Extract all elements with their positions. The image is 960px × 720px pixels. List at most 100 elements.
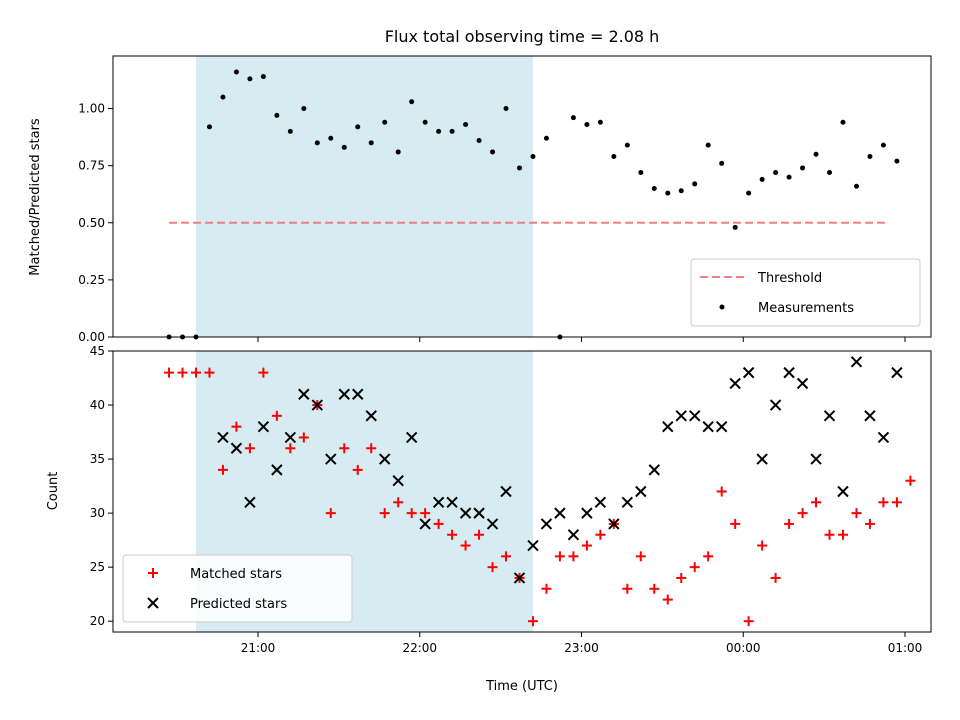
top-y-tick-label: 1.00 <box>78 102 105 116</box>
measurement-point <box>894 158 900 164</box>
measurement-point <box>341 144 347 150</box>
bottom-x-tick-label: 00:00 <box>726 641 761 655</box>
top-legend: Threshold Measurements <box>690 258 921 327</box>
legend-measurements-label: Measurements <box>758 301 854 316</box>
chart-title: Flux total observing time = 2.08 h <box>385 27 660 46</box>
measurement-point <box>840 119 846 125</box>
legend-measurements-swatch <box>719 304 725 310</box>
matched-star-point <box>622 583 633 594</box>
matched-star-point <box>649 583 660 594</box>
measurement-point <box>719 160 725 166</box>
matched-star-point <box>271 410 282 421</box>
matched-star-point <box>811 497 822 508</box>
matched-star-point <box>339 443 350 454</box>
x-axis-title: Time (UTC) <box>485 679 558 694</box>
measurement-point <box>314 140 320 146</box>
matched-star-point <box>864 518 875 529</box>
matched-star-point <box>447 529 458 540</box>
predicted-star-point <box>230 442 243 454</box>
predicted-star-point <box>891 366 903 379</box>
measurement-point <box>409 99 415 105</box>
matched-star-point <box>501 551 512 562</box>
predicted-star-point <box>877 431 890 444</box>
measurement-point <box>503 106 509 112</box>
bottom-y-tick-label: 25 <box>90 560 105 574</box>
predicted-star-point <box>635 485 647 498</box>
bottom-x-ticks: 21:00 22:00 23:00 00:00 01:00 <box>241 632 922 655</box>
predicted-star-point <box>432 496 445 509</box>
matched-star-point <box>554 551 565 562</box>
matched-star-point <box>352 464 363 475</box>
predicted-star-point <box>378 453 391 465</box>
measurement-point <box>368 140 374 146</box>
legend-matched-swatch <box>148 568 158 578</box>
count-points <box>164 356 916 627</box>
predicted-star-point <box>648 464 660 476</box>
matched-star-point <box>689 562 700 573</box>
measurement-point <box>570 115 576 121</box>
top-axes-frame <box>112 55 932 338</box>
matched-star-point <box>231 421 242 432</box>
matched-star-point <box>824 529 835 540</box>
predicted-star-point <box>729 377 741 390</box>
measurement-point <box>665 190 671 196</box>
predicted-star-point <box>298 388 310 400</box>
top-y-tick-label: 0.75 <box>78 159 105 173</box>
matched-star-point <box>217 464 228 475</box>
measurement-point <box>678 188 684 194</box>
bottom-y-tick-label: 45 <box>90 344 105 358</box>
measurement-point <box>813 151 819 157</box>
measurement-point <box>624 142 630 148</box>
matched-star-point <box>635 551 646 562</box>
predicted-star-point <box>325 453 337 465</box>
predicted-star-point <box>405 431 418 444</box>
matched-star-point <box>487 562 498 573</box>
measurement-point <box>463 122 469 128</box>
predicted-star-point <box>513 572 526 584</box>
matched-star-point <box>541 583 552 594</box>
measurement-point <box>260 74 266 80</box>
matched-star-point <box>298 432 309 443</box>
matched-star-point <box>393 497 404 508</box>
measurement-point <box>233 69 239 75</box>
measurement-point <box>220 94 226 100</box>
matched-star-point <box>676 572 687 583</box>
predicted-star-point <box>621 496 634 509</box>
measurement-point <box>786 174 792 180</box>
predicted-star-point <box>473 507 485 519</box>
matched-star-point <box>433 518 444 529</box>
measurement-point <box>638 170 644 176</box>
bottom-y-tick-label: 40 <box>90 398 105 412</box>
predicted-star-point <box>311 399 324 411</box>
predicted-star-point <box>715 420 728 433</box>
predicted-star-point <box>527 539 539 552</box>
predicted-star-point <box>662 420 674 433</box>
top-y-tick-label: 0.25 <box>78 273 105 287</box>
measurement-point <box>746 190 752 196</box>
measurement-point <box>692 181 698 187</box>
matched-star-point <box>325 508 336 519</box>
top-y-axis-title: Matched/Predicted stars <box>28 118 43 276</box>
predicted-star-point <box>702 420 714 433</box>
matched-star-point <box>164 367 175 378</box>
matched-star-point <box>891 497 902 508</box>
measurement-point <box>530 154 536 160</box>
predicted-star-point <box>419 518 431 530</box>
measurement-point <box>274 112 280 118</box>
measurement-point <box>759 176 765 182</box>
top-y-ticks: 0.00 0.25 0.50 0.75 1.00 <box>78 102 113 344</box>
measurement-point <box>382 119 388 125</box>
bottom-y-tick-label: 30 <box>90 506 105 520</box>
matched-star-point <box>837 529 848 540</box>
measurement-point <box>328 135 334 141</box>
predicted-star-point <box>837 485 849 498</box>
matched-star-point <box>244 443 255 454</box>
matched-star-point <box>730 518 741 529</box>
measurement-point <box>827 170 833 176</box>
matched-star-point <box>366 443 377 454</box>
top-legend-box <box>690 258 921 327</box>
matched-star-point <box>379 508 390 519</box>
predicted-star-point <box>581 507 593 519</box>
matched-star-point <box>568 551 579 562</box>
measurement-point <box>301 106 307 112</box>
